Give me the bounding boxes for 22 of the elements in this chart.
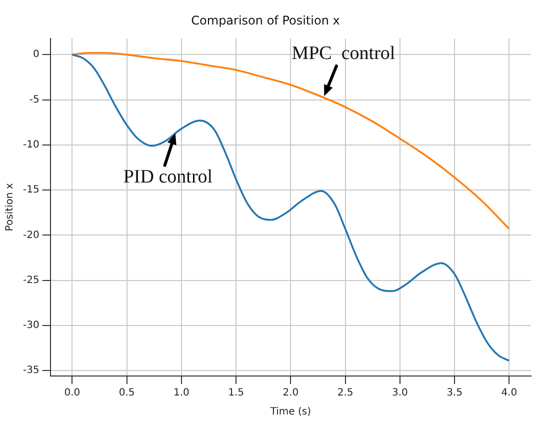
- y-tick-label: -10: [22, 140, 40, 151]
- y-tick-label: 0: [32, 49, 40, 60]
- x-tick-label: 1.0: [173, 388, 190, 399]
- y-tick-label: -25: [22, 274, 40, 286]
- y-tick-label: -20: [22, 230, 40, 241]
- y-tick-label: -30: [22, 320, 40, 332]
- x-tick-label: 0.5: [118, 388, 135, 399]
- x-tick-label: 4.0: [501, 388, 518, 399]
- x-tick-label: 3.5: [446, 388, 462, 399]
- x-tick-label: 1.5: [228, 388, 244, 399]
- y-tick-label: -5: [29, 94, 40, 106]
- x-tick-label: 2.5: [337, 388, 354, 399]
- annotation: PID control: [123, 166, 213, 188]
- x-tick-label: 2.0: [282, 388, 299, 399]
- chart-title: Comparison of Position x: [191, 13, 340, 28]
- y-tick-label: -15: [22, 184, 40, 196]
- y-tick-label: -35: [22, 365, 40, 376]
- x-tick-label: 0.0: [64, 388, 80, 399]
- x-axis-title: Time (s): [269, 406, 312, 418]
- x-tick-label: 3.0: [392, 388, 408, 399]
- annotation: MPC control: [292, 42, 396, 64]
- y-axis-title: Position x: [4, 183, 16, 232]
